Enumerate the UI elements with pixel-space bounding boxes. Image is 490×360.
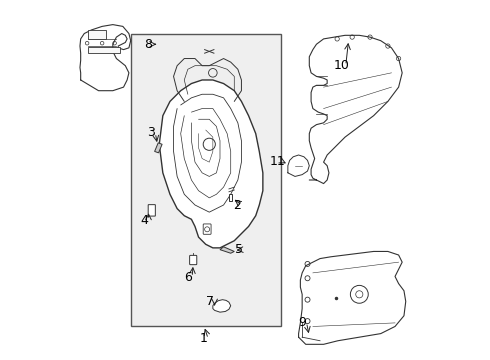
Polygon shape [229,194,232,202]
Bar [88,47,120,53]
Text: 11: 11 [270,154,285,167]
Bar [88,30,106,39]
Text: 6: 6 [184,271,192,284]
FancyBboxPatch shape [190,255,197,265]
Text: 7: 7 [206,295,214,308]
Text: 5: 5 [235,243,243,256]
Text: 4: 4 [140,213,148,226]
FancyBboxPatch shape [203,224,211,234]
Polygon shape [159,80,263,248]
Text: 1: 1 [200,333,208,346]
Polygon shape [220,247,234,253]
FancyBboxPatch shape [148,204,155,216]
Polygon shape [155,143,162,153]
Polygon shape [213,300,231,312]
Text: 8: 8 [144,38,152,51]
Text: 10: 10 [334,59,349,72]
Text: 9: 9 [298,316,306,329]
FancyBboxPatch shape [131,33,281,327]
Text: 3: 3 [147,126,155,139]
Text: 2: 2 [233,198,241,212]
